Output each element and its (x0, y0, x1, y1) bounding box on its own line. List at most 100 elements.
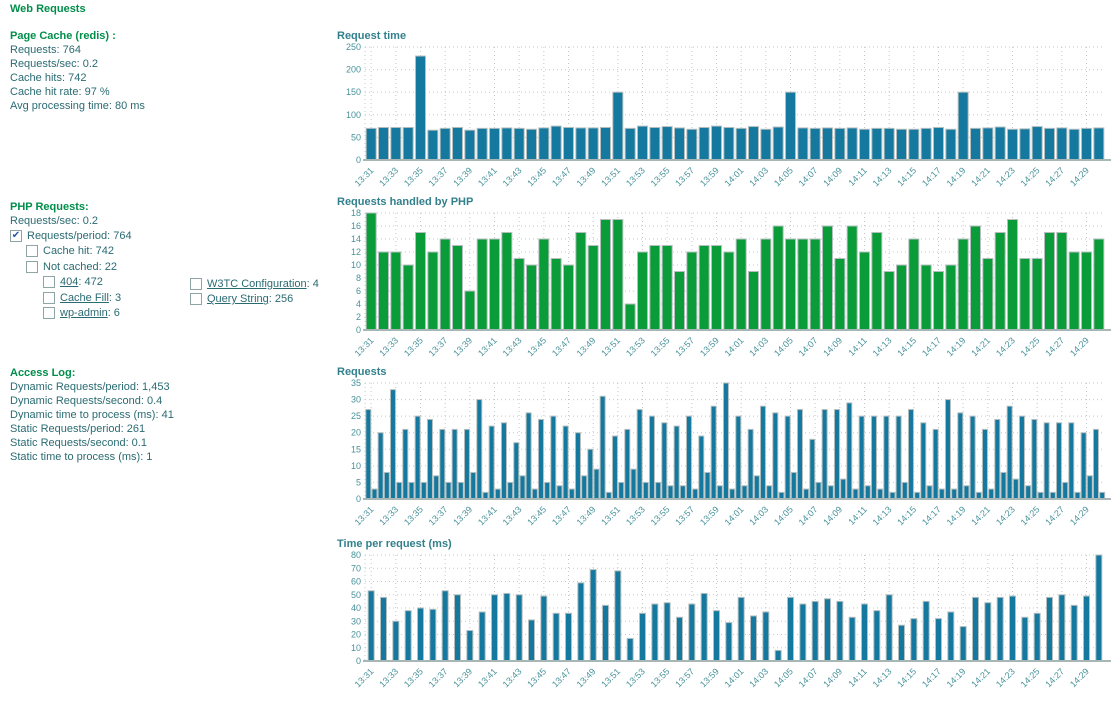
access-log-heading: Access Log: (10, 367, 76, 379)
svg-text:13:33: 13:33 (377, 504, 400, 527)
php-checkbox-right-column: W3TC Configuration: 4 Query String: 256 (190, 276, 319, 307)
query-string-link[interactable]: Query String (207, 293, 269, 306)
svg-text:13:45: 13:45 (525, 165, 548, 188)
wp-admin-link[interactable]: wp-admin (60, 307, 108, 320)
svg-text:40: 40 (351, 603, 361, 613)
checkbox-row-not-cached: Not cached: 22 (10, 259, 335, 275)
svg-text:14:17: 14:17 (920, 335, 943, 358)
svg-text:14:11: 14:11 (846, 504, 869, 527)
checkbox-value: : 4 (306, 277, 319, 290)
404-link[interactable]: 404 (60, 276, 79, 289)
cache-fill-link[interactable]: Cache Fill (60, 291, 109, 304)
svg-text:14:15: 14:15 (895, 504, 918, 527)
svg-text:30: 30 (351, 395, 361, 405)
chart-title: Requests (337, 366, 387, 378)
w3tc-configuration-checkbox[interactable] (190, 277, 202, 290)
chart-time-per-request: Time per request (ms) 10 20 30 40 50 60 70 80 0 1… (337, 538, 1113, 707)
svg-text:14:15: 14:15 (895, 335, 918, 358)
svg-text:14:11: 14:11 (846, 165, 869, 188)
svg-text:13:55: 13:55 (649, 165, 672, 188)
cache-hit-checkbox[interactable] (26, 245, 38, 258)
svg-text:13:39: 13:39 (451, 504, 474, 527)
chart-title: Time per request (ms) (337, 538, 452, 550)
svg-text:50: 50 (351, 590, 361, 600)
svg-text:13:49: 13:49 (575, 165, 598, 188)
stat-line: Cache hits: 742 (10, 72, 87, 84)
svg-text:6: 6 (356, 286, 361, 296)
stat-line: Requests: 764 (10, 44, 81, 56)
svg-text:5: 5 (356, 477, 361, 487)
svg-text:10: 10 (351, 461, 361, 471)
svg-text:13:49: 13:49 (575, 666, 598, 689)
page-title: Web Requests (10, 3, 86, 15)
svg-text:13:31: 13:31 (353, 165, 376, 188)
checkbox-value: : 3 (108, 291, 122, 304)
svg-text:13:43: 13:43 (501, 504, 524, 527)
svg-text:13:57: 13:57 (673, 504, 696, 527)
svg-text:14:07: 14:07 (797, 335, 820, 358)
svg-text:14:11: 14:11 (846, 335, 869, 358)
svg-text:14:23: 14:23 (994, 335, 1017, 358)
svg-text:14:03: 14:03 (747, 335, 770, 358)
svg-text:13:35: 13:35 (402, 504, 425, 527)
cache-fill-checkbox[interactable] (43, 291, 55, 304)
svg-text:14:13: 14:13 (871, 165, 894, 188)
stat-line: Requests/sec: 0.2 (10, 215, 99, 227)
svg-text:14:03: 14:03 (747, 666, 770, 689)
svg-text:14:27: 14:27 (1043, 165, 1066, 188)
svg-text:50: 50 (351, 132, 361, 142)
w3tc-configuration-link[interactable]: W3TC Configuration (207, 277, 307, 290)
svg-text:14:13: 14:13 (871, 666, 894, 689)
request-time-bar-plot: 50 100 150 200 250 013:31 13:33 13:35 13:37 13:39… (346, 43, 1111, 188)
svg-text:13:47: 13:47 (550, 666, 573, 689)
page-cache-heading: Page Cache (redis) : (10, 30, 116, 42)
svg-text:80: 80 (351, 551, 361, 560)
svg-text:14:01: 14:01 (723, 335, 746, 358)
svg-text:13:47: 13:47 (550, 335, 573, 358)
not-cached-checkbox[interactable] (26, 260, 38, 273)
svg-text:14:17: 14:17 (920, 165, 943, 188)
svg-text:14:27: 14:27 (1043, 504, 1066, 527)
svg-text:14:23: 14:23 (994, 666, 1017, 689)
svg-text:14:19: 14:19 (945, 666, 968, 689)
svg-text:150: 150 (346, 87, 361, 97)
svg-text:13:53: 13:53 (624, 504, 647, 527)
section-page-cache: Page Cache (redis) : Requests: 764 Reque… (10, 29, 330, 113)
svg-text:13:59: 13:59 (698, 165, 721, 188)
svg-text:14:15: 14:15 (895, 165, 918, 188)
svg-text:14:05: 14:05 (772, 666, 795, 689)
svg-text:13:41: 13:41 (476, 666, 499, 689)
svg-text:14:19: 14:19 (945, 335, 968, 358)
checkbox-value: : 742 (89, 245, 114, 258)
svg-text:14:07: 14:07 (797, 504, 820, 527)
svg-text:14:29: 14:29 (1068, 335, 1091, 358)
404-checkbox[interactable] (43, 276, 55, 289)
chart-requests-handled-by-php: Requests handled by PHP 2 4 6 8 10 12 14 16 18 0 1… (337, 196, 1113, 376)
requests-period-checkbox[interactable]: ✔ (10, 229, 22, 242)
checkbox-value: : 256 (268, 293, 294, 306)
php-requests-bar-plot: 2 4 6 8 10 12 14 16 18 013:31 13:33 13:35 13:37 13:39… (351, 209, 1111, 358)
svg-text:14:21: 14:21 (969, 165, 992, 188)
svg-text:13:35: 13:35 (402, 666, 425, 689)
svg-text:14:25: 14:25 (1019, 666, 1042, 689)
checkbox-row-requests-period: ✔ Requests/period: 764 (10, 228, 335, 244)
stat-line: Dynamic Requests/second: 0.4 (10, 395, 163, 407)
svg-text:13:59: 13:59 (698, 666, 721, 689)
svg-text:2: 2 (356, 312, 361, 322)
svg-text:14:21: 14:21 (969, 335, 992, 358)
svg-text:25: 25 (351, 411, 361, 421)
svg-text:250: 250 (346, 43, 361, 52)
svg-text:13:35: 13:35 (402, 165, 425, 188)
checkbox-row-404: 404: 472 (10, 275, 335, 291)
svg-text:14:09: 14:09 (821, 335, 844, 358)
svg-text:13:47: 13:47 (550, 165, 573, 188)
svg-text:14:23: 14:23 (994, 165, 1017, 188)
wp-admin-checkbox[interactable] (43, 307, 55, 320)
svg-text:14:21: 14:21 (969, 504, 992, 527)
checkbox-value: : 764 (107, 229, 132, 242)
svg-text:14:07: 14:07 (797, 666, 820, 689)
query-string-checkbox[interactable] (190, 293, 202, 306)
svg-text:70: 70 (351, 563, 361, 573)
svg-text:13:55: 13:55 (649, 666, 672, 689)
